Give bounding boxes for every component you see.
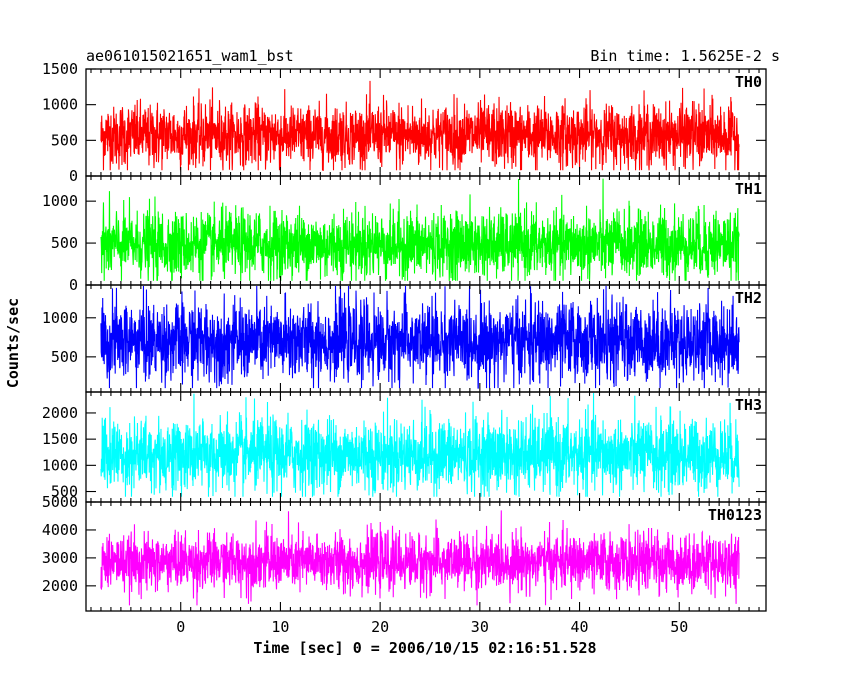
- y-tick-label: 1000: [42, 96, 78, 114]
- panels-group: 050010001500TH005001000TH15001000TH25001…: [42, 60, 767, 636]
- y-tick-label: 2000: [42, 404, 78, 422]
- y-tick-label: 3000: [42, 549, 78, 567]
- y-tick-label: 0: [69, 276, 78, 294]
- x-tick-label: 20: [371, 618, 389, 636]
- trace-th0: [100, 80, 740, 171]
- trace-th1: [100, 178, 740, 281]
- bin-time-label: Bin time: 1.5625E-2 s: [590, 47, 780, 65]
- y-tick-label: 500: [51, 483, 78, 501]
- y-tick-label: 500: [51, 131, 78, 149]
- y-tick-label: 500: [51, 234, 78, 252]
- trace-th2: [100, 285, 740, 389]
- trace-th0123: [100, 510, 740, 606]
- y-tick-label: 1000: [42, 309, 78, 327]
- x-tick-label: 0: [176, 618, 185, 636]
- y-tick-label: 1000: [42, 192, 78, 210]
- y-tick-label: 2000: [42, 577, 78, 595]
- y-tick-label: 1500: [42, 60, 78, 78]
- panel-label-th0: TH0: [735, 73, 762, 91]
- y-tick-label: 0: [69, 167, 78, 185]
- chart-title: ae061015021651_wam1_bst: [86, 47, 294, 65]
- panel-label-th0123: TH0123: [708, 506, 762, 524]
- y-tick-label: 5000: [42, 493, 78, 511]
- panel-label-th1: TH1: [735, 180, 762, 198]
- y-tick-label: 500: [51, 348, 78, 366]
- x-axis-label: Time [sec] 0 = 2006/10/15 02:16:51.528: [253, 639, 596, 657]
- trace-th3: [100, 392, 740, 497]
- panel-label-th3: TH3: [735, 396, 762, 414]
- x-tick-label: 10: [271, 618, 289, 636]
- panel-label-th2: TH2: [735, 289, 762, 307]
- y-axis-label: Counts/sec: [4, 298, 22, 388]
- panel-frame-th0123: [85, 501, 767, 612]
- x-tick-label: 30: [471, 618, 489, 636]
- y-tick-label: 1500: [42, 430, 78, 448]
- y-tick-label: 1000: [42, 456, 78, 474]
- x-tick-label: 50: [670, 618, 688, 636]
- x-tick-label: 40: [571, 618, 589, 636]
- y-tick-label: 4000: [42, 521, 78, 539]
